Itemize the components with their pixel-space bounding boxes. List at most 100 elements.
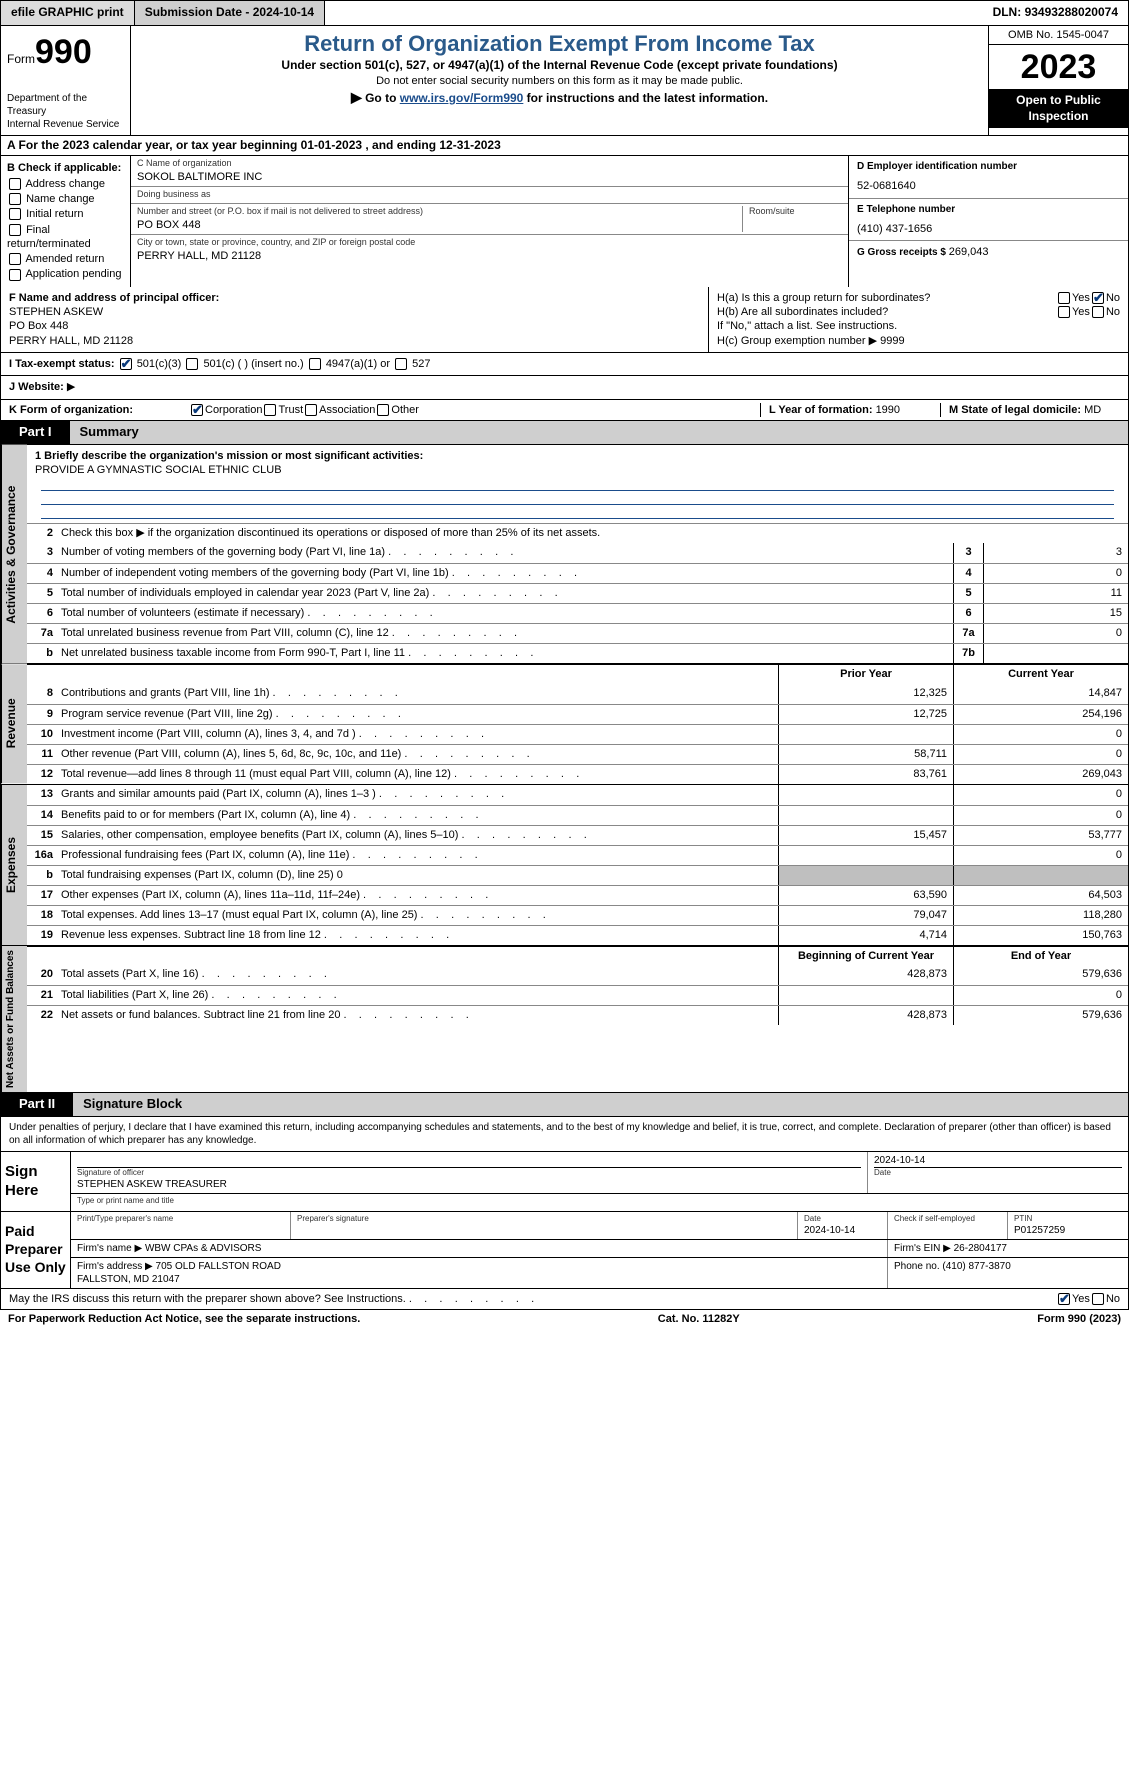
submission-date-value: 2024-10-14 (253, 5, 314, 19)
chk-name-change[interactable] (9, 193, 21, 205)
ptin-value: P01257259 (1014, 1224, 1122, 1237)
chk-ha-no[interactable] (1092, 292, 1104, 304)
chk-ha-yes[interactable] (1058, 292, 1070, 304)
form-subtitle-1: Under section 501(c), 527, or 4947(a)(1)… (137, 58, 982, 74)
row-curr: 269,043 (953, 765, 1128, 784)
open-public-badge: Open to Public Inspection (989, 89, 1128, 128)
rev-header: Prior Year Current Year (27, 664, 1128, 683)
row-num: 19 (27, 926, 57, 945)
side-expenses: Expenses (1, 785, 27, 945)
row-prior: 428,873 (778, 965, 953, 985)
row-val: 3 (983, 543, 1128, 563)
row-box: 7a (953, 624, 983, 643)
footer-form: Form 990 (2023) (1037, 1312, 1121, 1326)
sec-h-spacer (708, 353, 1128, 375)
row-curr: 579,636 (953, 965, 1128, 985)
tel-value: (410) 437-1656 (857, 222, 1120, 236)
table-row: 10 Investment income (Part VIII, column … (27, 724, 1128, 744)
efile-print-button[interactable]: efile GRAPHIC print (1, 1, 135, 25)
row-prior: 83,761 (778, 765, 953, 784)
submission-date-label: Submission Date - (145, 5, 253, 19)
row-desc: Net assets or fund balances. Subtract li… (57, 1006, 778, 1025)
l-value: 1990 (876, 404, 900, 416)
table-row: 9 Program service revenue (Part VIII, li… (27, 704, 1128, 724)
chk-hb-yes[interactable] (1058, 306, 1070, 318)
row-num: 22 (27, 1006, 57, 1025)
officer-label: F Name and address of principal officer: (9, 291, 700, 305)
row-val: 15 (983, 604, 1128, 623)
city-value: PERRY HALL, MD 21128 (137, 249, 842, 263)
table-row: 15 Salaries, other compensation, employe… (27, 825, 1128, 845)
chk-trust[interactable] (264, 404, 276, 416)
gross-label: G Gross receipts $ (857, 247, 949, 258)
row-desc: Total revenue—add lines 8 through 11 (mu… (57, 765, 778, 784)
row-prior (778, 725, 953, 744)
col-b-label: B Check if applicable: (7, 161, 124, 175)
end-year-hdr: End of Year (953, 947, 1128, 965)
chk-hb-no[interactable] (1092, 306, 1104, 318)
mission-block: 1 Briefly describe the organization's mi… (27, 445, 1128, 524)
table-row: 17 Other expenses (Part IX, column (A), … (27, 885, 1128, 905)
part-ii-title: Signature Block (73, 1093, 1128, 1116)
form-title: Return of Organization Exempt From Incom… (137, 30, 982, 59)
row-box: 6 (953, 604, 983, 623)
begin-year-hdr: Beginning of Current Year (778, 947, 953, 965)
row-box: 5 (953, 584, 983, 603)
hc-label: H(c) Group exemption number ▶ (717, 335, 877, 347)
lbl-501c: 501(c) ( ) (insert no.) (203, 358, 303, 370)
chk-501c[interactable] (186, 358, 198, 370)
sec-j-spacer (708, 376, 1128, 398)
discuss-no: No (1106, 1292, 1120, 1306)
table-row: 16a Professional fundraising fees (Part … (27, 845, 1128, 865)
chk-app-pending[interactable] (9, 269, 21, 281)
row-num: 16a (27, 846, 57, 865)
lbl-name-change: Name change (26, 193, 95, 205)
row-box: 3 (953, 543, 983, 563)
row-num: 14 (27, 806, 57, 825)
line2-text: Check this box ▶ if the organization dis… (61, 527, 600, 539)
chk-corp[interactable] (191, 404, 203, 416)
top-toolbar: efile GRAPHIC print Submission Date - 20… (0, 0, 1129, 26)
discuss-row: May the IRS discuss this return with the… (0, 1289, 1129, 1310)
ein-value: 52-0681640 (857, 179, 1120, 193)
gross-value: 269,043 (949, 246, 989, 258)
mission-label: 1 Briefly describe the organization's mi… (35, 449, 1120, 463)
lbl-amended: Amended return (25, 253, 104, 265)
chk-discuss-no[interactable] (1092, 1293, 1104, 1305)
chk-assoc[interactable] (305, 404, 317, 416)
row-desc: Investment income (Part VIII, column (A)… (57, 725, 778, 744)
row-num: 4 (27, 564, 57, 583)
chk-final-return[interactable] (9, 224, 21, 236)
row-val: 0 (983, 564, 1128, 583)
hb-yes: Yes (1072, 305, 1090, 319)
row-curr: 150,763 (953, 926, 1128, 945)
net-header: Beginning of Current Year End of Year (27, 946, 1128, 965)
sec-j-website: J Website: ▶ (1, 376, 708, 398)
org-name: SOKOL BALTIMORE INC (137, 170, 842, 184)
row-box: 7b (953, 644, 983, 663)
street-label: Number and street (or P.O. box if mail i… (137, 206, 742, 218)
goto-suffix: for instructions and the latest informat… (523, 91, 768, 105)
row-curr: 118,280 (953, 906, 1128, 925)
chk-4947[interactable] (309, 358, 321, 370)
row-num: 18 (27, 906, 57, 925)
chk-amended[interactable] (9, 253, 21, 265)
dln: DLN: 93493288020074 (983, 1, 1128, 25)
dept-treasury: Department of the Treasury Internal Reve… (7, 92, 124, 131)
chk-discuss-yes[interactable] (1058, 1293, 1070, 1305)
side-netassets: Net Assets or Fund Balances (1, 946, 27, 1092)
chk-501c3[interactable] (120, 358, 132, 370)
table-row: 4 Number of independent voting members o… (27, 563, 1128, 583)
chk-address-change[interactable] (9, 178, 21, 190)
row-num: 17 (27, 886, 57, 905)
part-i-title: Summary (70, 421, 1128, 444)
chk-initial-return[interactable] (9, 208, 21, 220)
row-klm: K Form of organization: Corporation Trus… (0, 400, 1129, 421)
table-row: 19 Revenue less expenses. Subtract line … (27, 925, 1128, 945)
form-id-block: Form990 Department of the Treasury Inter… (1, 26, 131, 135)
chk-527[interactable] (395, 358, 407, 370)
row-num: 8 (27, 684, 57, 704)
chk-other[interactable] (377, 404, 389, 416)
irs-link[interactable]: www.irs.gov/Form990 (400, 91, 524, 105)
row-prior (778, 866, 953, 885)
